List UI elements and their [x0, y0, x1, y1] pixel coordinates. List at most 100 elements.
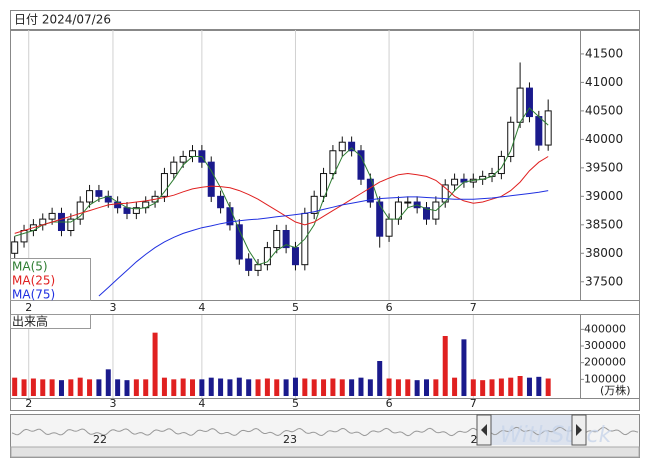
volume-bar	[339, 379, 345, 396]
month-label: 3	[109, 397, 116, 410]
volume-bar	[208, 377, 214, 396]
volume-bar	[480, 380, 486, 396]
legend-entry: MA(75)	[12, 288, 55, 302]
volume-bar	[349, 379, 355, 396]
volume-bar	[115, 379, 121, 396]
ma-line	[14, 156, 549, 234]
volume-bar	[12, 377, 18, 396]
volume-bar	[246, 379, 252, 396]
nav-label: 22	[93, 433, 107, 446]
candle-body	[320, 173, 328, 197]
volume-bar	[292, 377, 298, 396]
volume-bar	[218, 378, 224, 396]
candle-body	[170, 161, 178, 175]
candle-body	[254, 264, 262, 271]
date-label: 日付 2024/07/26	[14, 13, 111, 27]
month-label: 6	[386, 301, 393, 314]
navigator-group: WithStock 22 23 2	[10, 414, 640, 458]
candle-body	[76, 201, 84, 220]
month-strip	[10, 300, 640, 315]
month-label: 7	[470, 301, 477, 314]
y-tick-label: 40000	[585, 132, 623, 146]
candle-body	[348, 141, 356, 152]
candle-body	[273, 230, 281, 249]
volume-bar	[517, 376, 523, 396]
legend-box	[10, 258, 91, 301]
y-tick-label: 38000	[585, 246, 623, 260]
y-tick-label: 300000	[584, 339, 626, 352]
nav-window	[491, 415, 572, 445]
volume-unit: (万株)	[600, 383, 631, 397]
nav-label: 2	[471, 433, 478, 446]
candle-body	[525, 87, 533, 118]
candle-body	[385, 218, 393, 237]
volume-bar	[77, 377, 83, 396]
month-label: 4	[198, 397, 205, 410]
legend-entry: MA(25)	[12, 274, 55, 288]
ma-line	[98, 190, 549, 297]
candle-body	[497, 155, 505, 175]
volume-bar	[180, 378, 186, 396]
nav-handle-arrow	[576, 424, 582, 436]
candle-body	[282, 230, 290, 249]
candle-body	[376, 201, 384, 237]
volume-bar	[545, 378, 551, 396]
month-label: 5	[292, 301, 299, 314]
ma-line	[14, 107, 549, 266]
volume-bar	[414, 380, 420, 396]
candle-body	[86, 190, 94, 203]
candle-body	[217, 195, 225, 209]
volume-bar	[377, 361, 383, 396]
y-tick-label: 100000	[584, 372, 626, 385]
volume-bar	[152, 332, 158, 396]
volume-bar	[236, 377, 242, 396]
candle-body	[245, 258, 253, 271]
y-tick-label: 200000	[584, 356, 626, 369]
volume-bar	[424, 379, 430, 396]
volume-bar	[526, 377, 532, 396]
month-strip-lower	[10, 398, 640, 411]
y-tick-label: 41500	[585, 46, 623, 60]
candle-body	[544, 110, 552, 146]
volume-bar	[321, 379, 327, 396]
nav-scrollbar[interactable]	[10, 446, 640, 458]
header-bar	[10, 10, 640, 30]
volume-bar	[489, 379, 495, 396]
candle-body	[338, 141, 346, 152]
volume-bar	[442, 336, 448, 396]
volume-bar	[264, 378, 270, 396]
candle-body	[366, 178, 374, 203]
volume-bar	[68, 379, 74, 396]
y-tick-label: 41000	[585, 75, 623, 89]
watermark: WithStock	[500, 423, 613, 448]
volume-bar	[96, 379, 102, 396]
candle-body	[67, 218, 75, 232]
candle-body	[20, 230, 28, 243]
volume-bar	[143, 379, 149, 396]
volume-bar	[171, 379, 177, 396]
y-tick-label: 40500	[585, 103, 623, 117]
candle-body	[451, 178, 459, 186]
candle-body	[516, 87, 524, 123]
nav-label: 23	[283, 433, 297, 446]
volume-bar	[498, 378, 504, 396]
y-tick-label: 39000	[585, 189, 623, 203]
month-label: 7	[470, 397, 477, 410]
volume-bar	[133, 379, 139, 396]
nav-line	[11, 426, 639, 437]
volume-bar	[461, 339, 467, 396]
candle-body	[291, 247, 299, 266]
candle-body	[207, 161, 215, 197]
volume-bar	[311, 379, 317, 396]
volume-bar	[452, 377, 458, 396]
month-label: 3	[109, 301, 116, 314]
volume-bar	[105, 369, 111, 396]
nav-handle-arrow	[481, 424, 487, 436]
volume-bar	[199, 379, 205, 396]
candle-body	[160, 173, 168, 197]
y-tick-label: 39500	[585, 160, 623, 174]
month-label: 2	[25, 301, 32, 314]
candle-body	[310, 195, 318, 214]
volume-bar	[124, 380, 130, 396]
candle-body	[263, 247, 271, 266]
